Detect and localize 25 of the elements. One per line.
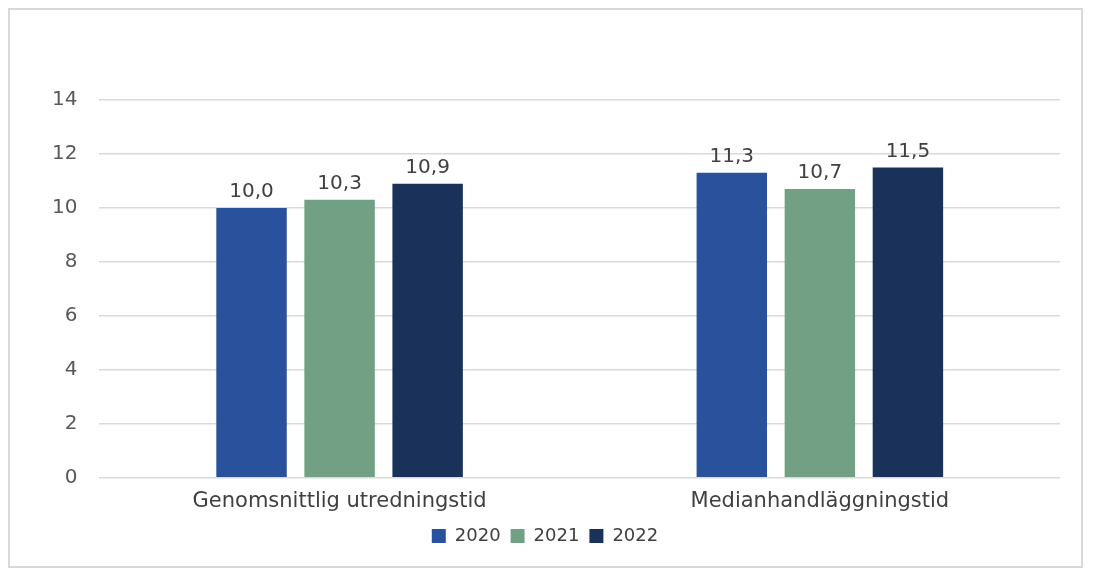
bar [784, 189, 856, 478]
y-tick-label: 0 [64, 464, 78, 488]
y-tick-label: 10 [52, 194, 78, 219]
data-label: 10,9 [405, 153, 450, 178]
legend-label: 2020 [454, 523, 501, 545]
y-tick-label: 2 [64, 410, 78, 435]
bar [216, 207, 287, 478]
x-tick-label: Medianhandläggningstid [690, 487, 950, 512]
data-label: 11,3 [709, 143, 755, 168]
data-label: 10,3 [317, 170, 362, 195]
bar [872, 167, 944, 478]
bar [696, 172, 768, 478]
bar [392, 183, 463, 478]
data-label: 11,5 [885, 137, 931, 162]
y-tick-label: 4 [64, 356, 78, 381]
y-tick-label: 12 [52, 140, 78, 165]
data-label: 10,7 [797, 159, 843, 184]
legend-label: 2021 [533, 523, 580, 545]
y-tick-label: 14 [52, 86, 78, 111]
x-tick-label: Genomsnittlig utredningstid [192, 487, 487, 512]
legend-label: 2022 [612, 523, 659, 545]
bar [304, 199, 375, 478]
data-label: 10,0 [229, 178, 274, 203]
y-tick-label: 6 [64, 302, 78, 327]
y-tick-label: 8 [64, 248, 78, 273]
